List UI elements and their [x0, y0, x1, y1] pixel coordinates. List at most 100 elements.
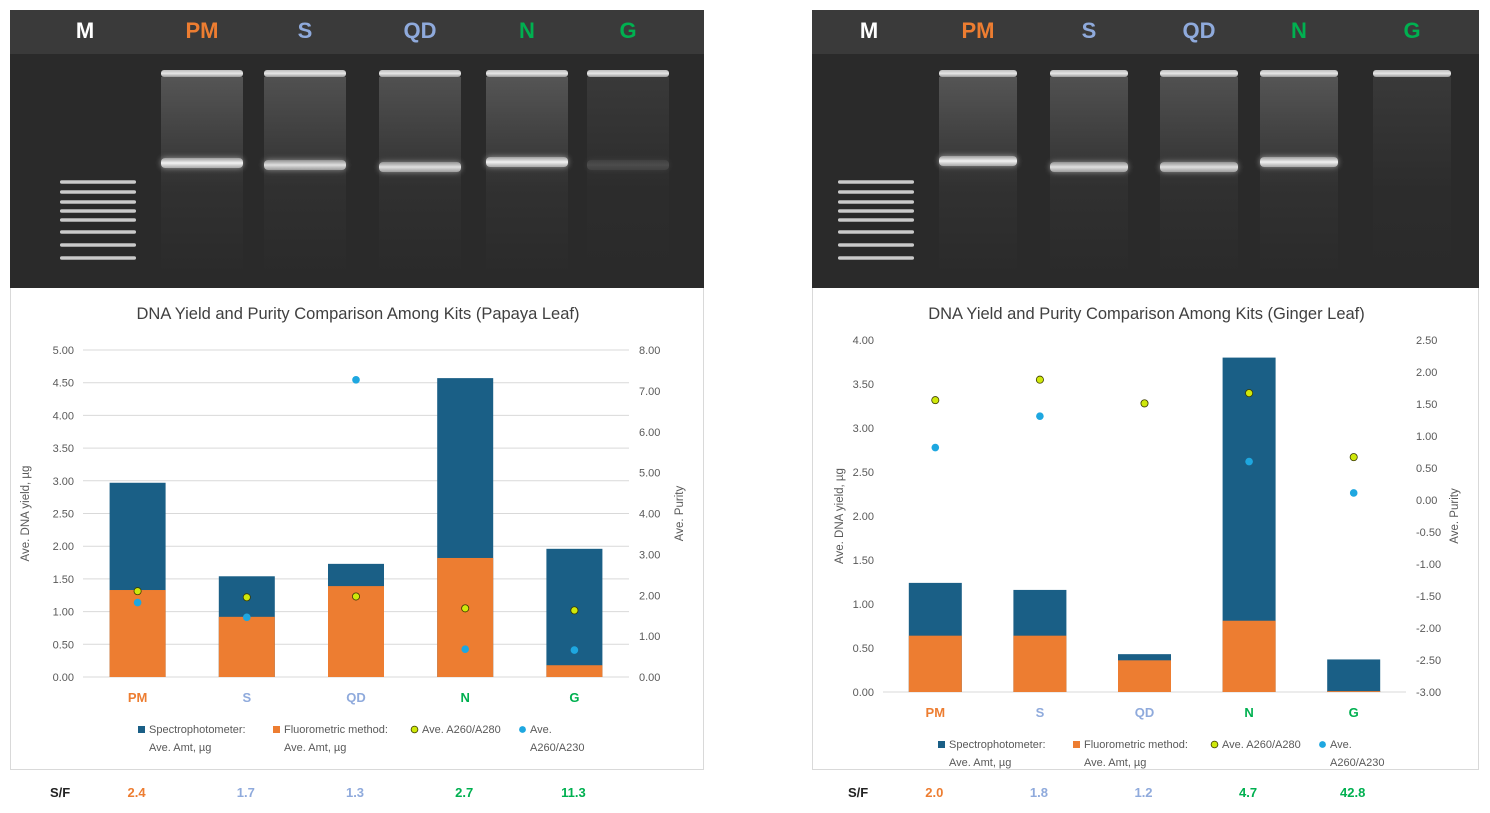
dna-smear	[1260, 77, 1338, 277]
legend-swatch	[1210, 740, 1219, 749]
bar-fluorometric-qd	[1118, 660, 1171, 692]
dna-smear	[486, 77, 568, 277]
legend-entry-text: Spectrophotometer:	[149, 724, 246, 736]
bar-fluorometric-s	[218, 616, 275, 677]
bar-spectrophotometer-g	[1327, 659, 1381, 692]
lane-label-n: N	[1291, 18, 1307, 43]
gel-well	[379, 70, 461, 77]
legend-entry-text: Spectrophotometer:	[949, 739, 1046, 751]
legend-swatch	[938, 741, 945, 748]
sf-value-qd: 1.3	[345, 785, 365, 800]
legend-entry-text: A260/A230	[530, 742, 584, 754]
gel-well	[161, 70, 243, 77]
marker-a260-a280-pm	[931, 396, 940, 405]
dna-band-pm	[939, 156, 1017, 166]
y-tick-label: 4.00	[53, 410, 74, 422]
y2-tick-label: 1.00	[639, 631, 660, 643]
lane-label-n: N	[519, 18, 535, 43]
dna-band-n	[1260, 157, 1338, 167]
legend-swatch	[138, 726, 145, 733]
marker-a260-a230-n	[461, 645, 470, 654]
gel-well	[1260, 70, 1338, 77]
ladder-band	[60, 218, 136, 222]
marker-a260-a230-g	[570, 646, 579, 654]
marker-a260-a280-s	[242, 593, 251, 602]
ladder-band	[838, 190, 914, 194]
sf-value-n: 2.7	[455, 785, 474, 800]
y2-tick-label: -1.50	[1416, 591, 1441, 603]
y2-tick-label: 3.00	[639, 549, 660, 561]
lane-label-m: M	[75, 18, 95, 43]
y-tick-label: 1.50	[853, 555, 874, 567]
y2-tick-label: -1.00	[1416, 559, 1441, 571]
sf-value-pm: 2.4	[127, 785, 146, 800]
legend-swatch	[519, 726, 526, 733]
y-tick-label: 2.00	[853, 511, 874, 523]
dna-band-s	[1050, 162, 1128, 172]
y2-tick-label: 0.00	[639, 672, 660, 684]
ladder-band	[838, 230, 914, 234]
legend-swatch	[1073, 741, 1080, 748]
ladder-band	[60, 180, 136, 184]
ladder-band	[838, 256, 914, 260]
y-tick-label: 1.50	[53, 574, 74, 586]
y2-axis-label: Ave. Purity	[1449, 488, 1461, 544]
y-tick-label: 4.00	[853, 335, 874, 347]
x-tick-label-g: G	[569, 690, 579, 705]
ladder-band	[60, 200, 136, 204]
legend-entry-text: Ave.	[1330, 739, 1352, 751]
lane-label-g: G	[619, 18, 637, 43]
gel-lane-header	[10, 10, 704, 54]
ladder-band	[838, 180, 914, 184]
ladder-band	[838, 243, 914, 247]
y-tick-label: 1.00	[53, 607, 74, 619]
x-tick-label-s: S	[242, 690, 251, 705]
legend-swatch	[410, 725, 419, 734]
lane-label-g: G	[1403, 18, 1421, 43]
bar-fluorometric-n	[437, 557, 494, 677]
y2-tick-label: 2.00	[1416, 367, 1437, 379]
gel-well	[1050, 70, 1128, 77]
marker-a260-a280-g	[1349, 453, 1358, 462]
ladder-band	[60, 190, 136, 194]
papaya-chart: DNA Yield and Purity Comparison Among Ki…	[10, 288, 704, 770]
marker-a260-a230-s	[1036, 412, 1044, 420]
y-tick-label: 4.50	[53, 378, 74, 390]
legend-entry-text: Ave. Amt, µg	[1084, 757, 1146, 769]
legend-entry-text: Fluorometric method:	[1084, 739, 1188, 751]
marker-a260-a280-qd	[351, 592, 360, 601]
x-tick-label-qd: QD	[1135, 705, 1155, 720]
legend-swatch	[1319, 741, 1326, 748]
legend-entry-text: Ave. A260/A280	[1222, 739, 1301, 751]
y-tick-label: 5.00	[53, 345, 74, 357]
ginger-chart-svg: DNA Yield and Purity Comparison Among Ki…	[834, 305, 1461, 769]
gel-image-papaya: M PM S QD N G	[10, 10, 704, 288]
y2-tick-label: 8.00	[639, 345, 660, 357]
chart-title: DNA Yield and Purity Comparison Among Ki…	[137, 305, 580, 323]
ladder-band	[60, 256, 136, 260]
y-tick-label: 3.00	[53, 476, 74, 488]
dna-band-qd	[1160, 162, 1238, 172]
papaya-chart-svg: DNA Yield and Purity Comparison Among Ki…	[20, 305, 686, 754]
marker-a260-a230-s	[243, 613, 251, 622]
bar-fluorometric-g	[546, 665, 603, 677]
dna-smear	[1373, 77, 1451, 277]
dna-smear	[161, 77, 243, 277]
sf-value-g: 11.3	[561, 785, 586, 800]
y2-tick-label: 6.00	[639, 427, 660, 439]
dna-smear	[1050, 77, 1128, 277]
y2-axis-label: Ave. Purity	[674, 486, 686, 542]
y2-tick-label: 5.00	[639, 468, 660, 480]
dna-band-n	[486, 157, 568, 167]
marker-a260-a280-n	[461, 604, 470, 613]
y-tick-label: 0.50	[53, 639, 74, 651]
y-tick-label: 3.00	[853, 423, 874, 435]
y2-tick-label: 0.50	[1416, 463, 1437, 475]
dna-smear	[264, 77, 346, 277]
x-tick-label-n: N	[1244, 705, 1253, 720]
y-tick-label: 3.50	[853, 379, 874, 391]
y2-tick-label: -2.50	[1416, 655, 1441, 667]
dna-smear	[939, 77, 1017, 277]
sf-label: S/F	[50, 785, 71, 800]
x-tick-label-n: N	[461, 690, 470, 705]
